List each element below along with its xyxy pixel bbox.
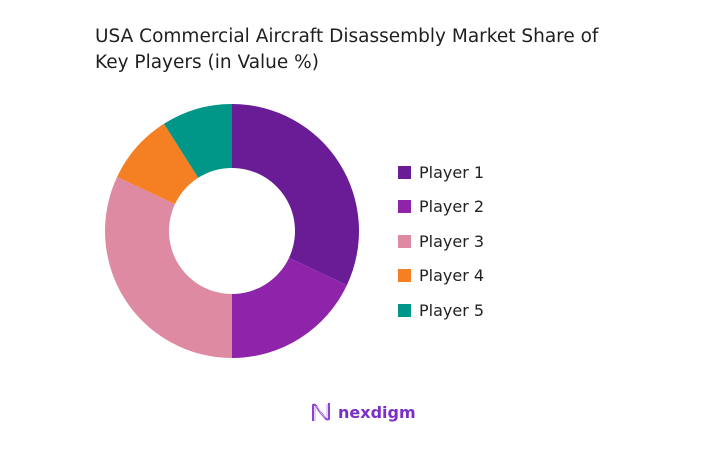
brand-name: nexdigm — [338, 402, 416, 422]
nexdigm-wave-icon — [312, 403, 330, 421]
chart-title: USA Commercial Aircraft Disassembly Mark… — [95, 26, 599, 73]
legend-swatch — [398, 269, 411, 283]
legend-label: Player 1 — [419, 162, 485, 182]
donut-slice-player-2 — [232, 257, 347, 358]
legend-swatch — [398, 200, 411, 214]
legend-item-player-2: Player 2 — [398, 190, 484, 225]
donut-slice-player-1 — [232, 104, 359, 286]
legend-item-player-4: Player 4 — [398, 259, 484, 294]
legend: Player 1 Player 2 Player 3 Player 4 Play… — [398, 155, 484, 328]
legend-label: Player 2 — [419, 197, 485, 217]
legend-item-player-5: Player 5 — [398, 293, 484, 328]
nexdigm-logo: nexdigm — [310, 401, 416, 423]
legend-item-player-1: Player 1 — [398, 155, 484, 190]
legend-label: Player 5 — [419, 300, 485, 320]
legend-swatch — [398, 234, 411, 248]
legend-swatch — [398, 165, 411, 179]
donut-slice-player-4 — [117, 123, 199, 205]
donut-slice-player-3 — [104, 176, 232, 358]
legend-label: Player 4 — [419, 266, 485, 286]
legend-label: Player 3 — [419, 231, 485, 251]
legend-swatch — [398, 303, 411, 317]
donut-slice-player-5 — [163, 104, 232, 178]
legend-item-player-3: Player 3 — [398, 224, 484, 259]
